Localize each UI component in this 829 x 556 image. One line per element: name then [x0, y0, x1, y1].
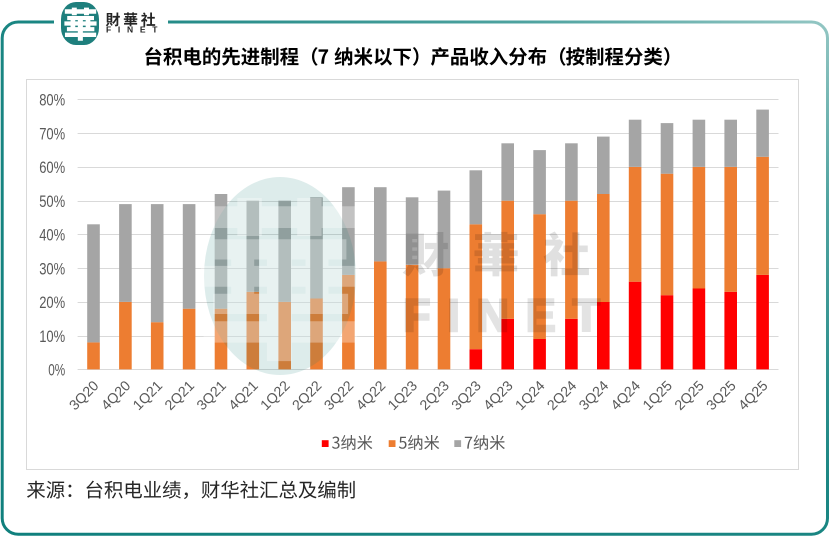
- svg-text:50%: 50%: [39, 193, 65, 211]
- svg-text:70%: 70%: [39, 125, 65, 143]
- svg-text:40%: 40%: [39, 227, 65, 245]
- svg-text:0%: 0%: [48, 362, 65, 380]
- svg-text:80%: 80%: [39, 92, 65, 110]
- svg-text:10%: 10%: [39, 328, 65, 346]
- svg-text:FINET: FINET: [106, 24, 158, 34]
- svg-text:20%: 20%: [39, 294, 65, 312]
- svg-text:60%: 60%: [39, 159, 65, 177]
- svg-text:30%: 30%: [39, 260, 65, 278]
